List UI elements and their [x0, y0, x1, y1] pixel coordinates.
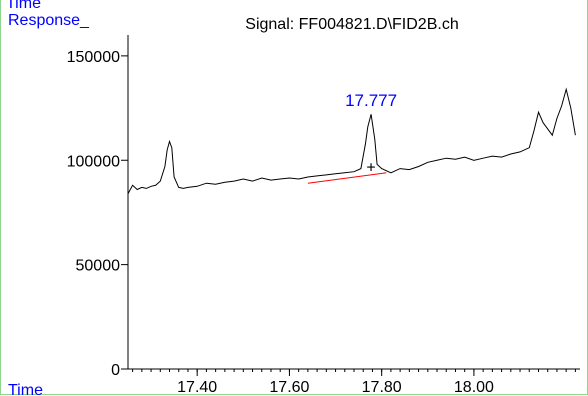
y-ticks: 0 50000 100000 150000 [67, 49, 128, 379]
y-axis-label: Response_ [8, 12, 90, 29]
peak-marker: + [366, 160, 375, 177]
top-axis-label: Time [6, 0, 41, 12]
y-tick-label: 50000 [76, 258, 121, 275]
x-ticks: 17.40 17.60 17.80 18.00 [177, 369, 494, 396]
x-minor-ticks [132, 369, 576, 372]
x-tick-label: 18.00 [454, 379, 494, 396]
integration-baseline [307, 172, 387, 184]
peak-label: 17.777 [345, 91, 397, 110]
x-axis-label: Time [8, 382, 43, 396]
y-tick-label: 100000 [67, 153, 120, 170]
signal-trace [127, 87, 576, 194]
x-tick-label: 17.40 [177, 379, 217, 396]
y-tick-label: 0 [111, 362, 120, 379]
x-tick-label: 17.60 [269, 379, 309, 396]
y-tick-label: 150000 [67, 49, 120, 66]
chart-title: Signal: FF004821.D\FID2B.ch [245, 16, 458, 33]
x-tick-label: 17.80 [362, 379, 402, 396]
